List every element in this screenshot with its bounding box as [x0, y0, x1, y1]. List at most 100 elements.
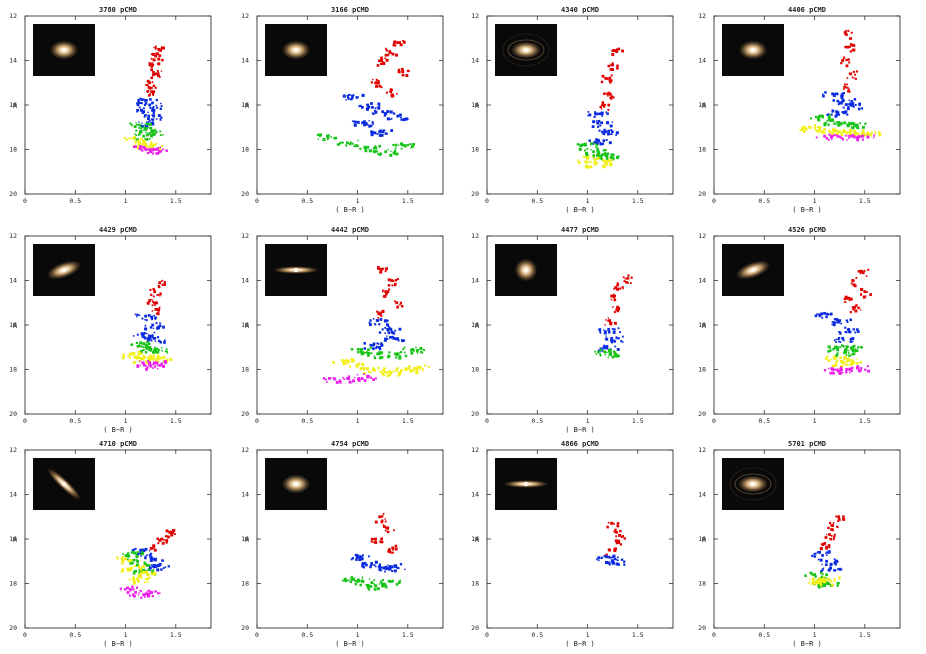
- scatter-cloud-point-magenta: [142, 363, 146, 367]
- scatter-cloud-point-blue: [355, 96, 359, 99]
- y-tick-label: 12: [241, 232, 249, 240]
- scatter-cloud-point-blue: [384, 570, 386, 573]
- scatter-cloud-point-blue: [601, 348, 604, 350]
- scatter-cloud-point-green: [394, 150, 397, 153]
- scatter-cloud-point-magenta: [152, 367, 155, 369]
- scatter-cloud-point-green: [367, 354, 370, 357]
- scatter-cloud-point-blue: [603, 331, 607, 335]
- scatter-cloud-point-red: [154, 301, 158, 305]
- scatter-cloud-point-blue: [151, 101, 154, 105]
- scatter-cloud-point-blue: [856, 328, 859, 331]
- scatter-cloud-point-blue: [602, 139, 605, 142]
- scatter-cloud-point-magenta: [369, 376, 372, 379]
- scatter-cloud-point-green: [138, 343, 140, 345]
- data-point-green: [599, 154, 603, 158]
- x-tick-label: 0: [255, 631, 259, 639]
- scatter-cloud-point-green: [354, 582, 358, 586]
- scatter-cloud-point-green: [595, 146, 597, 148]
- scatter-cloud-point-red: [848, 299, 850, 302]
- scatter-cloud-point-blue: [153, 559, 155, 562]
- scatter-cloud-point-red: [151, 92, 155, 95]
- scatter-cloud-point-blue: [611, 561, 614, 564]
- scatter-cloud-point-red: [617, 47, 621, 51]
- scatter-cloud-point-yellow: [848, 357, 851, 360]
- y-tick-label: 16: [698, 535, 706, 543]
- scatter-cloud-point-yellow: [852, 360, 855, 364]
- scatter-cloud-point-magenta: [347, 375, 350, 378]
- scatter-cloud-point-red: [393, 40, 397, 44]
- scatter-cloud-point-green: [380, 580, 382, 582]
- scatter-cloud-point-blue: [827, 550, 829, 552]
- scatter-cloud-point-yellow: [842, 129, 845, 132]
- scatter-cloud-point-green: [832, 347, 835, 351]
- y-tick-label: 18: [698, 366, 706, 374]
- scatter-cloud-point-red: [378, 84, 382, 88]
- galaxy-nucleus: [293, 47, 299, 53]
- scatter-cloud-point-red: [844, 45, 847, 49]
- scatter-cloud-point-green: [854, 348, 857, 351]
- scatter-cloud-point-blue: [822, 94, 825, 98]
- scatter-cloud-point-yellow: [129, 568, 133, 572]
- scatter-cloud-point-yellow: [825, 357, 828, 360]
- scatter-cloud-point-yellow: [827, 359, 830, 362]
- scatter-cloud-point-red: [839, 519, 841, 522]
- scatter-cloud-point-blue: [602, 346, 606, 350]
- scatter-cloud-point-blue: [368, 321, 371, 324]
- scatter-cloud-point-blue: [138, 101, 142, 104]
- scatter-cloud-point-red: [157, 63, 160, 65]
- scatter-cloud-point-blue: [144, 327, 148, 331]
- scatter-cloud-point-red: [397, 68, 401, 72]
- scatter-cloud-point-yellow: [802, 129, 806, 133]
- scatter-cloud-point-blue: [834, 563, 837, 566]
- scatter-cloud-point-blue: [371, 112, 375, 115]
- scatter-cloud-point-magenta: [840, 368, 844, 371]
- scatter-cloud-point-red: [380, 56, 383, 60]
- scatter-cloud-point-blue: [342, 94, 346, 98]
- scatter-cloud-point-yellow: [818, 579, 822, 584]
- scatter-cloud-point-red: [615, 50, 618, 53]
- scatter-cloud-point-blue: [836, 338, 838, 340]
- scatter-cloud-point-red: [613, 311, 616, 314]
- x-tick-label: 1: [813, 417, 817, 425]
- scatter-cloud-point-green: [849, 346, 852, 349]
- y-tick-label: 16: [471, 321, 479, 329]
- scatter-cloud-point-red: [377, 80, 380, 83]
- scatter-cloud-point-red: [621, 286, 624, 288]
- data-point-blue: [381, 110, 385, 114]
- scatter-cloud-point-yellow: [126, 568, 130, 571]
- scatter-cloud-point-blue: [359, 104, 362, 107]
- scatter-cloud-point-yellow: [839, 356, 842, 360]
- scatter-cloud-point-blue: [828, 569, 831, 572]
- scatter-cloud-point-yellow: [115, 556, 118, 558]
- scatter-cloud-point-blue: [612, 561, 615, 564]
- x-tick-label: 0: [23, 417, 27, 425]
- scatter-cloud-point-yellow: [869, 134, 872, 137]
- scatter-cloud-point-blue: [397, 339, 400, 342]
- y-tick-label: 12: [241, 446, 249, 454]
- scatter-cloud-point-magenta: [157, 364, 160, 367]
- scatter-cloud-point-green: [578, 147, 582, 151]
- scatter-cloud-point-green: [373, 587, 377, 591]
- scatter-cloud-point-blue: [849, 318, 852, 322]
- scatter-cloud-point-magenta: [864, 368, 867, 371]
- scatter-cloud-point-blue: [151, 107, 155, 110]
- scatter-cloud-point-yellow: [128, 137, 131, 140]
- scatter-cloud-point-yellow: [144, 356, 147, 359]
- scatter-cloud-point-yellow: [811, 127, 813, 129]
- data-point-red: [380, 59, 384, 62]
- scatter-cloud-point-red: [174, 533, 176, 535]
- scatter-cloud-point-magenta: [151, 595, 154, 598]
- scatter-cloud-point-magenta: [325, 381, 328, 383]
- y-axis-label: R: [245, 322, 250, 330]
- data-point-red: [626, 276, 630, 280]
- scatter-cloud-point-magenta: [823, 369, 827, 372]
- scatter-cloud-point-blue: [373, 131, 377, 135]
- scatter-cloud-point-red: [151, 304, 154, 307]
- scatter-cloud-point-red: [841, 59, 845, 62]
- scatter-cloud-point-yellow: [583, 155, 586, 159]
- y-tick-label: 18: [9, 366, 17, 374]
- scatter-cloud-point-magenta: [143, 147, 147, 150]
- scatter-cloud-point-yellow: [823, 580, 826, 584]
- scatter-cloud-point-blue: [840, 322, 843, 325]
